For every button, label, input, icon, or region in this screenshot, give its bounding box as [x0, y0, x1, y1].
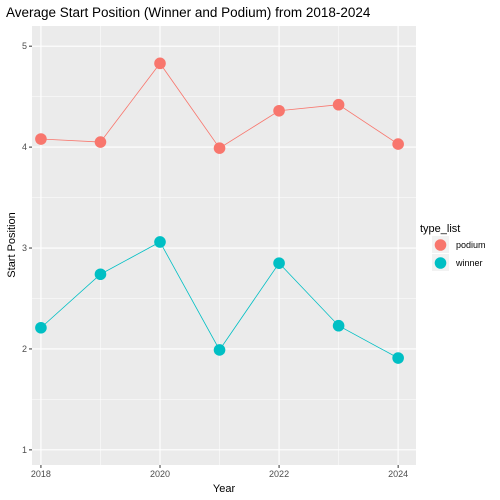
- legend-title: type_list: [420, 223, 460, 235]
- x-axis-ticks: 2018 2020 2022 2024: [31, 465, 408, 479]
- legend-symbol-podium: [434, 239, 447, 251]
- data-point-podium: [273, 104, 285, 117]
- legend-symbol-winner: [434, 257, 447, 269]
- legend: type_list podium winner: [420, 223, 486, 271]
- data-point-winner: [154, 236, 166, 248]
- data-point-podium: [154, 57, 166, 70]
- legend-label-winner: winner: [455, 258, 483, 268]
- data-point-podium: [392, 138, 404, 150]
- x-tick-label: 2020: [150, 469, 170, 479]
- y-tick-label: 2: [22, 344, 27, 354]
- y-tick-label: 4: [22, 142, 27, 152]
- x-tick-label: 2018: [31, 469, 51, 479]
- y-tick-label: 5: [22, 41, 27, 51]
- y-axis-ticks: 1 2 3 4 5: [22, 41, 32, 455]
- plot-panel: [32, 26, 416, 465]
- data-point-podium: [94, 136, 107, 148]
- x-axis-label: Year: [213, 483, 236, 495]
- y-axis-label: Start Position: [6, 212, 18, 277]
- series-podium: [35, 57, 404, 154]
- data-point-winner: [94, 268, 107, 281]
- data-point-podium: [35, 133, 47, 145]
- data-point-podium: [332, 98, 345, 111]
- data-point-podium: [213, 142, 226, 154]
- y-tick-label: 3: [22, 243, 27, 253]
- x-tick-label: 2024: [388, 469, 408, 479]
- x-tick-label: 2022: [269, 469, 289, 479]
- y-tick-label: 1: [22, 445, 27, 455]
- legend-label-podium: podium: [456, 240, 486, 250]
- data-point-winner: [273, 257, 285, 269]
- series-layer: [35, 57, 404, 364]
- data-point-winner: [35, 321, 47, 334]
- chart-title: Average Start Position (Winner and Podiu…: [6, 5, 371, 20]
- data-point-winner: [213, 344, 226, 356]
- series-winner: [35, 236, 404, 364]
- data-point-winner: [392, 352, 404, 364]
- data-point-winner: [332, 319, 345, 332]
